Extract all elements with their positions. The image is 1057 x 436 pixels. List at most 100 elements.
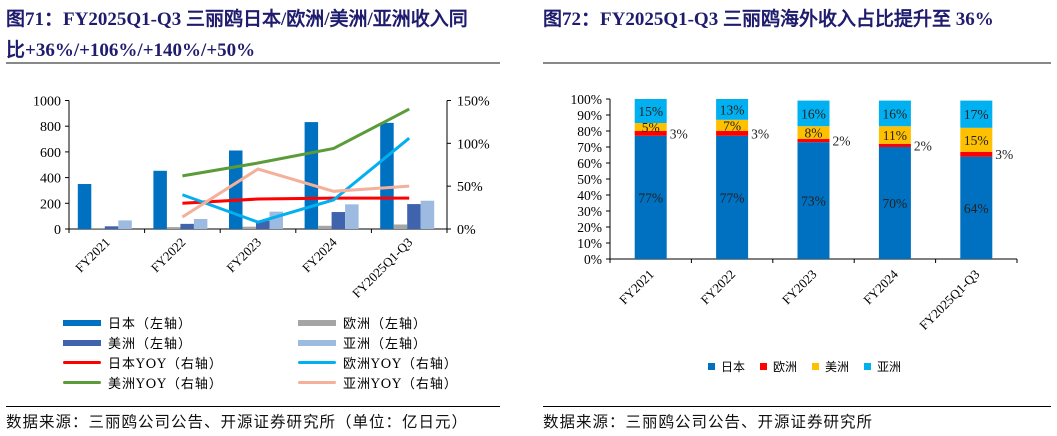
segment-label: 3% [751,126,769,141]
x-tick-label: FY2024 [299,234,340,275]
stacked-y-tick-label: 0% [584,252,602,267]
legend-item: 欧洲（左轴） [298,313,427,332]
bar-3-FY2025Q1-Q3 [420,200,435,229]
legend-item: 美洲YOY（右轴） [63,373,223,392]
y-left-tick-label: 600 [40,146,61,161]
stacked-segment-日本 [878,147,911,259]
stacked-segment-日本 [634,135,667,259]
legend-swatch [864,363,871,370]
legend-swatch [63,319,101,326]
stacked-legend-item: 亚洲 [864,358,901,375]
legend-label: 日本（左轴） [108,317,193,332]
legend-label: 美洲（左轴） [108,337,193,352]
stacked-legend-item: 欧洲 [760,358,797,375]
x-tick-label: FY2022 [148,235,189,276]
stacked-y-tick-label: 90% [577,108,602,123]
y-left-tick-label: 800 [40,120,61,135]
bar-3-FY2021 [118,220,132,229]
stacked-x-tick-label: FY2025Q1-Q3 [916,267,982,333]
stacked-segment-欧洲 [960,151,993,157]
segment-label: 70% [883,196,908,211]
legend-label: 欧洲YOY（右轴） [343,357,458,372]
legend-swatch [298,319,336,326]
x-tick-label: FY2023 [223,235,264,276]
stacked-segment-亚洲 [716,99,749,120]
bar-2-FY2025Q1-Q3 [407,204,421,229]
stacked-segment-亚洲 [797,100,830,127]
legend-item: 亚洲（左轴） [298,333,427,352]
y-right-tick-label: 50% [457,180,483,195]
x-tick-label: FY2021 [72,235,113,276]
right-source: 数据来源：三丽鸥公司公告、开源证券研究所 [543,413,874,431]
bar-2-FY2024 [331,212,346,229]
right-footer-divider [543,406,1051,407]
bar-1-FY2022 [166,227,181,229]
legend-label: 日本YOY（右轴） [108,357,223,372]
right-chart-title: 图72：FY2025Q1-Q3 三丽鸥海外收入占比提升至 36% [543,9,994,30]
line-series-3 [181,167,410,219]
stacked-segment-日本 [960,156,993,259]
stacked-segment-欧洲 [797,139,830,143]
legend-item: 日本YOY（右轴） [63,353,223,372]
stacked-segment-日本 [716,135,749,259]
legend-swatch [63,339,101,346]
legend-label: 亚洲YOY（右轴） [343,377,458,392]
stacked-segment-欧洲 [878,143,911,147]
line-series-0 [182,196,410,205]
right-title-divider [543,62,1051,64]
legend-label: 亚洲 [877,360,902,374]
y-right-tick-label: 150% [457,95,490,110]
line-series-2 [182,107,410,178]
stacked-segment-美洲 [716,119,749,131]
segment-label: 13% [720,102,745,117]
legend-item: 欧洲YOY（右轴） [298,353,458,372]
bar-1-FY2023 [242,226,256,229]
segment-label: 16% [883,106,908,121]
stacked-y-tick-label: 50% [577,172,602,187]
y-left-tick-label: 1000 [33,95,61,110]
y-left-tick-label: 0 [54,223,61,238]
bar-1-FY2025Q1-Q3 [393,224,408,229]
legend-swatch [63,381,101,384]
legend-swatch [760,363,767,370]
segment-label: 73% [801,194,826,209]
legend-swatch [812,363,819,370]
left-title-divider [6,62,500,64]
legend-label: 美洲 [825,360,850,374]
stacked-y-tick-label: 10% [577,236,602,251]
left-source: 数据来源：三丽鸥公司公告、开源证券研究所（单位：亿日元） [6,413,469,431]
legend-swatch [298,339,336,346]
y-right-tick-label: 0% [457,223,476,238]
bar-0-FY2025Q1-Q3 [380,122,394,229]
segment-label: 77% [720,190,745,205]
bar-0-FY2023 [229,150,243,229]
bar-2-FY2022 [180,223,194,229]
legend-swatch [63,361,101,364]
y-left-tick-label: 400 [40,172,61,187]
legend-swatch [298,361,336,364]
segment-label: 5% [642,120,660,135]
segment-label: 11% [883,128,907,143]
bar-2-FY2023 [256,220,270,229]
bar-3-FY2024 [345,204,359,229]
segment-label: 77% [638,190,663,205]
line-series-1 [181,137,411,224]
left-title-line2: 比+36%/+106%/+140%/+50% [6,40,256,61]
bar-3-FY2022 [193,218,208,229]
segment-label: 3% [995,147,1013,162]
legend-item: 美洲（左轴） [63,333,192,352]
left-title-line1: 图71：FY2025Q1-Q3 三丽鸥日本/欧洲/美洲/亚洲收入同 [6,9,468,30]
bar-1-FY2024 [318,225,332,229]
segment-label: 8% [805,126,823,141]
segment-label: 3% [670,126,688,141]
stacked-segment-美洲 [634,123,667,131]
y-left-tick-label: 200 [40,197,61,212]
segment-label: 17% [964,107,989,122]
stacked-y-tick-label: 100% [571,92,603,107]
x-tick-label: FY2025Q1-Q3 [349,235,415,301]
segment-label: 2% [914,138,932,153]
legend-item: 日本（左轴） [63,313,192,332]
legend-swatch [298,381,336,384]
segment-label: 15% [638,104,663,119]
